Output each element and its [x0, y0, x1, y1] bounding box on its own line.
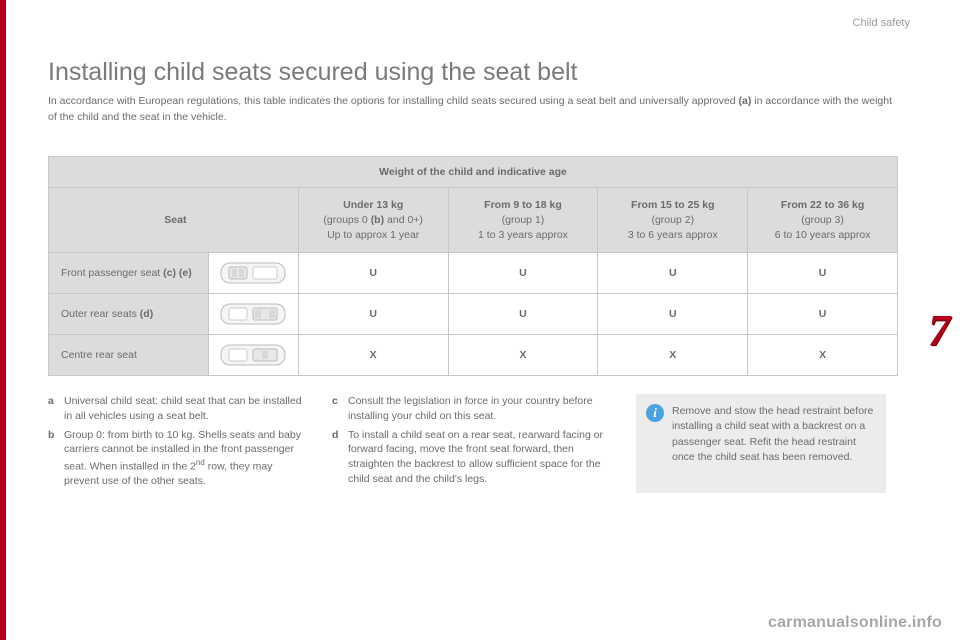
table-row: Outer rear seats (d) U U U U — [49, 294, 898, 335]
note-key: d — [332, 428, 348, 487]
g0-l1: Under 13 kg — [343, 199, 403, 211]
watermark: carmanualsonline.info — [768, 612, 942, 634]
group-header-2: From 15 to 25 kg (group 2) 3 to 6 years … — [598, 188, 748, 253]
g3-l1: From 22 to 36 kg — [781, 199, 864, 211]
v: X — [819, 349, 826, 361]
car-diagram-rear-centre — [208, 335, 298, 376]
bsup: nd — [196, 458, 205, 467]
cell: X — [748, 335, 898, 376]
r2-txt: Centre rear seat — [61, 349, 137, 361]
footnotes: a Universal child seat: child seat that … — [48, 394, 898, 493]
v: U — [819, 267, 827, 279]
v: U — [819, 308, 827, 320]
g1-l1: From 9 to 18 kg — [484, 199, 562, 211]
table-row: Front passenger seat (c) (e) U U U U — [49, 253, 898, 294]
cell: U — [598, 294, 748, 335]
v: U — [369, 308, 377, 320]
cell: X — [598, 335, 748, 376]
v: U — [669, 308, 677, 320]
g2-l3: 3 to 6 years approx — [628, 229, 718, 241]
row1-label: Outer rear seats (d) — [49, 294, 209, 335]
r0-txt: Front passenger seat — [61, 267, 163, 279]
cell: U — [448, 294, 598, 335]
group-header-0: Under 13 kg (groups 0 (b) and 0+) Up to … — [298, 188, 448, 253]
note-b: b Group 0: from birth to 10 kg. Shells s… — [48, 428, 308, 489]
intro-text: In accordance with European regulations,… — [48, 94, 898, 126]
v: X — [519, 349, 526, 361]
group-header-3: From 22 to 36 kg (group 3) 6 to 10 years… — [748, 188, 898, 253]
breadcrumb: Child safety — [853, 16, 910, 31]
r1-bold: (d) — [140, 308, 153, 320]
note-key: b — [48, 428, 64, 489]
info-icon: i — [646, 404, 664, 422]
note-key: c — [332, 394, 348, 423]
cell: U — [298, 294, 448, 335]
v: X — [669, 349, 676, 361]
g1-l2: (group 1) — [502, 214, 545, 226]
v: U — [369, 267, 377, 279]
g0-l3: Up to approx 1 year — [327, 229, 419, 241]
intro-part1: In accordance with European regulations,… — [48, 95, 739, 107]
note-text: To install a child seat on a rear seat, … — [348, 428, 612, 487]
note-key: a — [48, 394, 64, 423]
table-super-header: Weight of the child and indicative age — [49, 156, 898, 188]
r0-bold: (c) (e) — [163, 267, 192, 279]
note-text: Group 0: from birth to 10 kg. Shells sea… — [64, 428, 308, 489]
cell: X — [448, 335, 598, 376]
row0-label: Front passenger seat (c) (e) — [49, 253, 209, 294]
note-c: c Consult the legislation in force in yo… — [332, 394, 612, 423]
cell: X — [298, 335, 448, 376]
g2-l2: (group 2) — [651, 214, 694, 226]
cell: U — [598, 253, 748, 294]
note-col-2: c Consult the legislation in force in yo… — [332, 394, 612, 493]
v: X — [370, 349, 377, 361]
car-diagram-rear-outer — [208, 294, 298, 335]
v: U — [519, 267, 527, 279]
info-text: Remove and stow the head restraint befor… — [672, 404, 874, 465]
page-content: Installing child seats secured using the… — [48, 55, 898, 493]
note-col-1: a Universal child seat: child seat that … — [48, 394, 308, 493]
chapter-number: 7 — [928, 300, 950, 362]
group-header-1: From 9 to 18 kg (group 1) 1 to 3 years a… — [448, 188, 598, 253]
car-diagram-front — [208, 253, 298, 294]
g0-l2: (groups 0 (b) and 0+) — [323, 214, 423, 226]
v: U — [669, 267, 677, 279]
note-d: d To install a child seat on a rear seat… — [332, 428, 612, 487]
info-box: i Remove and stow the head restraint bef… — [636, 394, 886, 493]
note-text: Consult the legislation in force in your… — [348, 394, 612, 423]
cell: U — [448, 253, 598, 294]
seat-header: Seat — [49, 188, 299, 253]
g2-l1: From 15 to 25 kg — [631, 199, 714, 211]
cell: U — [298, 253, 448, 294]
page-title: Installing child seats secured using the… — [48, 55, 898, 90]
table-row: Centre rear seat X X X X — [49, 335, 898, 376]
child-seat-table: Weight of the child and indicative age S… — [48, 156, 898, 377]
accent-stripe — [0, 0, 6, 640]
note-text: Universal child seat: child seat that ca… — [64, 394, 308, 423]
cell: U — [748, 253, 898, 294]
g3-l2: (group 3) — [801, 214, 844, 226]
g3-l3: 6 to 10 years approx — [775, 229, 871, 241]
v: U — [519, 308, 527, 320]
intro-bold: (a) — [739, 95, 752, 107]
cell: U — [748, 294, 898, 335]
note-a: a Universal child seat: child seat that … — [48, 394, 308, 423]
r1-txt: Outer rear seats — [61, 308, 140, 320]
g1-l3: 1 to 3 years approx — [478, 229, 568, 241]
row2-label: Centre rear seat — [49, 335, 209, 376]
